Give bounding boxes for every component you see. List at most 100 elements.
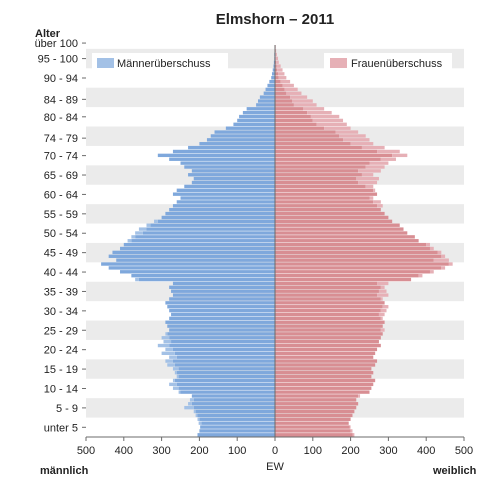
bar-male-surplus: [184, 405, 194, 410]
bar-male: [178, 386, 275, 390]
bar-female: [275, 157, 381, 161]
bar-male: [193, 176, 275, 181]
x-tick-label: 400: [115, 445, 133, 457]
bar-male: [138, 277, 275, 282]
bar-female-surplus: [373, 188, 376, 192]
bar-male: [161, 215, 275, 220]
bar-female-surplus: [433, 258, 449, 262]
x-tick-label: 100: [228, 445, 246, 457]
bar-female-surplus: [392, 153, 408, 158]
bar-male: [269, 79, 275, 84]
bar-female: [275, 425, 350, 429]
bar-female: [275, 91, 287, 95]
age-label: unter 5: [44, 422, 78, 434]
bar-male: [101, 262, 276, 266]
bar-female: [275, 386, 372, 390]
bar-female-surplus: [350, 429, 353, 433]
bar-female: [275, 429, 351, 433]
bar-male: [184, 165, 275, 169]
bar-female: [275, 95, 291, 99]
bar-male: [246, 107, 275, 111]
bar-female: [275, 215, 389, 220]
bar-female: [275, 72, 279, 76]
bar-female: [275, 196, 370, 200]
bar-male: [171, 339, 275, 344]
bar-male: [237, 118, 275, 123]
bar-female: [275, 254, 442, 258]
bar-male-surplus: [165, 359, 173, 363]
bar-female-surplus: [358, 394, 361, 398]
bar-male: [169, 297, 275, 301]
bar-female-surplus: [369, 161, 389, 165]
bar-male: [199, 429, 275, 433]
bar-female: [275, 316, 381, 321]
age-labels: über 100 95 - 100 90 - 94 84 - 89 80 - 84 74 …: [35, 38, 86, 434]
bar-female: [275, 180, 359, 185]
bar-female: [275, 382, 374, 387]
bar-female: [275, 231, 408, 235]
bar-female-surplus: [316, 122, 347, 127]
bar-male: [131, 239, 275, 243]
bar-female-surplus: [276, 64, 281, 68]
legend-male-box: [92, 53, 228, 72]
bar-male: [200, 425, 275, 429]
bar-female: [275, 130, 336, 134]
bar-female-surplus: [275, 52, 277, 57]
age-label: 10 - 14: [44, 383, 78, 395]
bar-female: [275, 87, 285, 92]
bar-male: [271, 72, 275, 76]
bar-male: [180, 196, 275, 200]
bar-female-surplus: [352, 433, 355, 437]
bar-female: [275, 211, 385, 216]
bar-female: [275, 262, 449, 266]
bar-male-surplus: [157, 343, 170, 348]
bar-male: [225, 126, 275, 130]
bar-female: [275, 192, 378, 196]
x-tick-label: 100: [304, 445, 322, 457]
bar-female: [275, 103, 294, 107]
bar-female-surplus: [361, 145, 385, 150]
bar-male: [188, 145, 275, 150]
bar-female: [275, 250, 438, 255]
bar-male-surplus: [189, 398, 194, 402]
bar-male: [169, 336, 275, 340]
bar-female-surplus: [278, 72, 285, 76]
bar-female-surplus: [275, 56, 279, 61]
bar-female: [275, 374, 372, 379]
bar-male: [146, 227, 275, 231]
bar-male: [172, 359, 275, 363]
bar-female: [275, 242, 427, 247]
bar-male: [233, 122, 275, 127]
bar-female-surplus: [356, 176, 379, 181]
bar-female: [275, 417, 351, 421]
bar-male-surplus: [131, 235, 136, 239]
bar-female-surplus: [292, 99, 313, 103]
bar-female-surplus: [448, 262, 453, 266]
bar-male: [206, 138, 275, 142]
bar-female-surplus: [358, 180, 378, 185]
bar-female: [275, 270, 430, 274]
legend-female: Frauenüberschuss: [324, 53, 452, 72]
bar-female: [275, 99, 293, 103]
bar-female-surplus: [293, 103, 317, 107]
bar-female: [275, 83, 283, 88]
bar-female: [275, 328, 381, 332]
bar-female: [275, 110, 308, 115]
bar-male: [199, 142, 275, 146]
bar-male-surplus: [197, 417, 200, 421]
bar-male: [180, 390, 275, 394]
bar-male-surplus: [146, 223, 151, 227]
bar-female: [275, 219, 393, 224]
bar-female-surplus: [380, 157, 396, 161]
bar-female: [275, 114, 311, 119]
bar-female-surplus: [275, 48, 277, 53]
bar-male: [167, 324, 275, 328]
male-side-label: männlich: [40, 465, 89, 477]
bar-female: [275, 176, 357, 181]
bar-female-surplus: [290, 95, 308, 99]
bar-female: [275, 266, 442, 270]
bar-female: [275, 161, 370, 165]
bar-male: [272, 68, 275, 72]
bar-male: [172, 204, 275, 208]
bar-male: [188, 173, 275, 177]
